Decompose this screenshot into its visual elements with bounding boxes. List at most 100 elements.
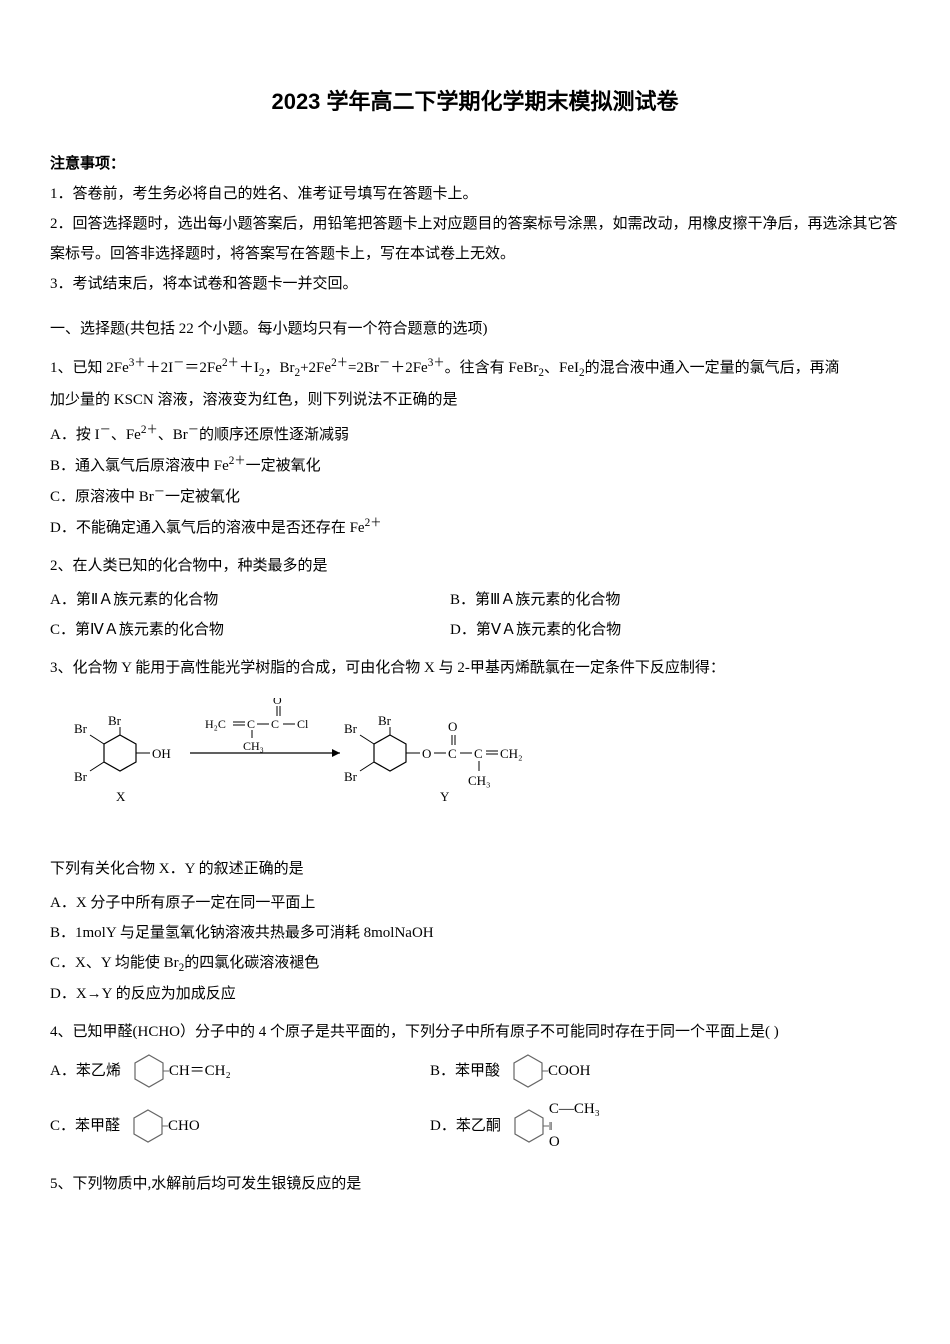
y-label: Y bbox=[440, 789, 450, 804]
benzene-icon bbox=[508, 1051, 548, 1091]
q1-sup: － bbox=[379, 357, 390, 369]
ch3-label: CH₃ bbox=[468, 773, 491, 788]
q1-option-c: C．原溶液中 Br－一定被氧化 bbox=[50, 481, 900, 512]
benzene-icon bbox=[129, 1051, 169, 1091]
opt-text: A．按 I bbox=[50, 427, 100, 443]
q1-stem-part: =2Br bbox=[348, 360, 379, 376]
q1-stem-part: ，Br bbox=[264, 360, 294, 376]
opt-text: C．原溶液中 Br bbox=[50, 489, 154, 505]
q1-sup: 3＋ bbox=[129, 357, 146, 369]
br-label: Br bbox=[108, 713, 122, 728]
q1-option-d: D．不能确定通入氯气后的溶液中是否还存在 Fe2＋ bbox=[50, 512, 900, 543]
sup: － bbox=[188, 424, 199, 436]
q1-option-a: A．按 I－、Fe2＋、Br－的顺序还原性逐渐减弱 bbox=[50, 419, 900, 450]
q2-option-c: C．第ⅣＡ族元素的化合物 bbox=[50, 615, 430, 645]
o-label: O bbox=[448, 719, 457, 734]
q4-option-d: D．苯乙酮 C—CH₃ ‖ O bbox=[430, 1101, 810, 1151]
q2-option-d: D．第ⅤＡ族元素的化合物 bbox=[450, 615, 830, 645]
notice-item-2: 2．回答选择题时，选出每小题答案后，用铅笔把答题卡上对应题目的答案标号涂黑，如需… bbox=[50, 209, 900, 269]
q4-optC-label: C．苯甲醛 bbox=[50, 1111, 120, 1141]
sup: － bbox=[154, 486, 165, 498]
benzene-icon bbox=[128, 1106, 168, 1146]
q3-post: 下列有关化合物 X．Y 的叙述正确的是 bbox=[50, 854, 900, 884]
opt-text: 的顺序还原性逐渐减弱 bbox=[199, 427, 349, 443]
q4-options: A．苯乙烯 CH＝CH₂ B．苯甲酸 COOH C．苯甲醛 CHO bbox=[50, 1051, 900, 1161]
q1-sup: 2＋ bbox=[331, 357, 348, 369]
opt-text: 一定被氧化 bbox=[165, 489, 240, 505]
q4-option-c: C．苯甲醛 CHO bbox=[50, 1101, 430, 1151]
q3-option-c: C．X、Y 均能使 Br2的四氯化碳溶液褪色 bbox=[50, 948, 900, 980]
opt-text: 一定被氧化 bbox=[246, 458, 321, 474]
q1-sup: 3＋ bbox=[428, 357, 445, 369]
opt-text: D．不能确定通入氯气后的溶液中是否还存在 Fe bbox=[50, 520, 365, 536]
reaction-svg: Br Br Br OH X H₂C C C O Cl CH₃ bbox=[70, 698, 630, 828]
br-label: Br bbox=[378, 713, 392, 728]
question-4-stem: 4、已知甲醛(HCHO）分子中的 4 个原子是共平面的，下列分子中所有原子不可能… bbox=[50, 1017, 900, 1047]
question-3-stem: 3、化合物 Y 能用于高性能光学树脂的合成，可由化合物 X 与 2-甲基丙烯酰氯… bbox=[50, 653, 900, 683]
c-label: C bbox=[271, 717, 279, 731]
q4-option-a: A．苯乙烯 CH＝CH₂ bbox=[50, 1051, 430, 1091]
q4-optA-group: CH＝CH₂ bbox=[169, 1056, 231, 1086]
q4-optA-label: A．苯乙烯 bbox=[50, 1056, 121, 1086]
opt-text: B．通入氯气后原溶液中 Fe bbox=[50, 458, 229, 474]
q4-optD-group-bot: O bbox=[549, 1134, 560, 1150]
q4-optB-group: COOH bbox=[548, 1056, 591, 1086]
section-1-header: 一、选择题(共包括 22 个小题。每小题均只有一个符合题意的选项) bbox=[50, 314, 900, 344]
q1-stem-line2: 加少量的 KSCN 溶液，溶液变为红色，则下列说法不正确的是 bbox=[50, 385, 900, 415]
q2-option-b: B．第ⅢＡ族元素的化合物 bbox=[450, 585, 830, 615]
q1-stem-part: 。往含有 FeBr bbox=[445, 360, 539, 376]
q3-option-b: B．1molY 与足量氢氧化钠溶液共热最多可消耗 8molNaOH bbox=[50, 918, 900, 948]
question-5-stem: 5、下列物质中,水解前后均可发生银镜反应的是 bbox=[50, 1169, 900, 1199]
question-2-stem: 2、在人类已知的化合物中，种类最多的是 bbox=[50, 551, 900, 581]
q4-option-b: B．苯甲酸 COOH bbox=[430, 1051, 810, 1091]
exam-title: 2023 学年高二下学期化学期末模拟测试卷 bbox=[50, 80, 900, 124]
q1-stem-part: 的混合液中通入一定量的氯气后，再滴 bbox=[585, 360, 840, 376]
h2c-label: H₂C bbox=[205, 717, 226, 731]
q1-options: A．按 I－、Fe2＋、Br－的顺序还原性逐渐减弱 B．通入氯气后原溶液中 Fe… bbox=[50, 419, 900, 543]
br-label: Br bbox=[344, 721, 358, 736]
sup: 2＋ bbox=[141, 424, 158, 436]
cl-label: Cl bbox=[297, 717, 309, 731]
br-label: Br bbox=[74, 721, 88, 736]
q3-option-d: D．X→Y 的反应为加成反应 bbox=[50, 979, 900, 1009]
q4-optB-label: B．苯甲酸 bbox=[430, 1056, 500, 1086]
q1-sup: － bbox=[173, 357, 184, 369]
br-label: Br bbox=[344, 769, 358, 784]
q4-optD-group-top: C—CH₃ bbox=[549, 1101, 600, 1117]
q1-option-b: B．通入氯气后原溶液中 Fe2＋一定被氧化 bbox=[50, 450, 900, 481]
notice-item-3: 3．考试结束后，将本试卷和答题卡一并交回。 bbox=[50, 269, 900, 299]
notice-block: 注意事项： 1．答卷前，考生务必将自己的姓名、准考证号填写在答题卡上。 2．回答… bbox=[50, 149, 900, 299]
opt-text: 、Fe bbox=[111, 427, 141, 443]
q1-stem-part: ＝2Fe bbox=[184, 360, 222, 376]
q3-option-a: A．X 分子中所有原子一定在同一平面上 bbox=[50, 888, 900, 918]
notice-header: 注意事项： bbox=[50, 149, 900, 179]
q1-stem-part: 、FeI bbox=[544, 360, 579, 376]
c-label: C bbox=[474, 746, 483, 761]
o-label: O bbox=[422, 746, 431, 761]
sup: 2＋ bbox=[365, 517, 382, 529]
o-label: O bbox=[273, 698, 282, 707]
q1-stem-part: +2Fe bbox=[300, 360, 331, 376]
c-label: C bbox=[247, 717, 255, 731]
q2-options: A．第ⅡＡ族元素的化合物 B．第ⅢＡ族元素的化合物 C．第ⅣＡ族元素的化合物 D… bbox=[50, 585, 900, 645]
q2-option-a: A．第ⅡＡ族元素的化合物 bbox=[50, 585, 430, 615]
q1-stem-part: ＋I bbox=[239, 360, 259, 376]
c-label: C bbox=[448, 746, 457, 761]
opt-text: 的四氯化碳溶液褪色 bbox=[184, 955, 319, 971]
q1-stem-part: ＋2Fe bbox=[390, 360, 428, 376]
q3-reaction-diagram: Br Br Br OH X H₂C C C O Cl CH₃ bbox=[70, 698, 900, 839]
q1-sup: 2＋ bbox=[222, 357, 239, 369]
notice-item-1: 1．答卷前，考生务必将自己的姓名、准考证号填写在答题卡上。 bbox=[50, 179, 900, 209]
oh-label: OH bbox=[152, 746, 171, 761]
benzene-icon bbox=[509, 1106, 549, 1146]
q4-optD-label: D．苯乙酮 bbox=[430, 1111, 501, 1141]
sup: 2＋ bbox=[229, 455, 246, 467]
sup: － bbox=[100, 424, 111, 436]
q4-optC-group: CHO bbox=[168, 1111, 200, 1141]
question-1: 1、已知 2Fe3＋＋2I－＝2Fe2＋＋I2，Br2+2Fe2＋=2Br－＋2… bbox=[50, 352, 900, 385]
br-label: Br bbox=[74, 769, 88, 784]
ch2-label: CH₂ bbox=[500, 746, 523, 761]
opt-text: C．X、Y 均能使 Br bbox=[50, 955, 179, 971]
opt-text: 、Br bbox=[158, 427, 188, 443]
x-label: X bbox=[116, 789, 126, 804]
